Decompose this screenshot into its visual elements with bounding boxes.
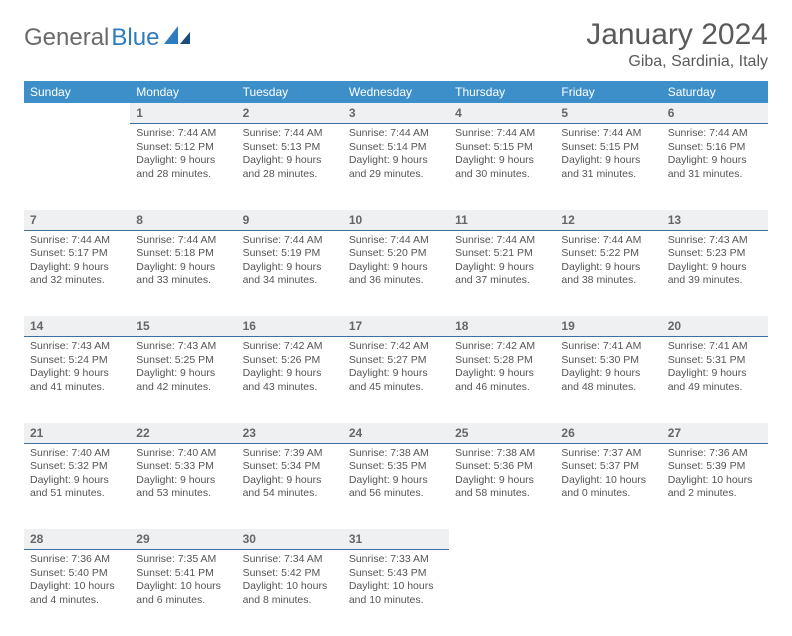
day-number-cell: 26 <box>555 423 661 444</box>
day-detail-cell: Sunrise: 7:39 AMSunset: 5:34 PMDaylight:… <box>237 443 343 529</box>
day-detail-cell: Sunrise: 7:44 AMSunset: 5:18 PMDaylight:… <box>130 230 236 316</box>
day-detail-row: Sunrise: 7:36 AMSunset: 5:40 PMDaylight:… <box>24 550 768 636</box>
day-number-cell: 14 <box>24 316 130 337</box>
day-detail-cell: Sunrise: 7:36 AMSunset: 5:39 PMDaylight:… <box>662 443 768 529</box>
weekday-header: Sunday <box>24 81 130 103</box>
calendar-page: GeneralBlue January 2024 Giba, Sardinia,… <box>0 0 792 636</box>
day-detail-cell: Sunrise: 7:44 AMSunset: 5:22 PMDaylight:… <box>555 230 661 316</box>
brand-part2: Blue <box>111 24 159 52</box>
day-number-cell: 28 <box>24 529 130 550</box>
brand-part1: General <box>24 24 109 52</box>
day-number-cell: 4 <box>449 103 555 124</box>
day-number-cell: 8 <box>130 210 236 231</box>
day-number-cell: 30 <box>237 529 343 550</box>
day-detail-row: Sunrise: 7:44 AMSunset: 5:12 PMDaylight:… <box>24 124 768 210</box>
weekday-header: Friday <box>555 81 661 103</box>
day-number-cell: 3 <box>343 103 449 124</box>
title-block: January 2024 Giba, Sardinia, Italy <box>586 18 768 71</box>
day-number-cell: 20 <box>662 316 768 337</box>
day-number-cell: 23 <box>237 423 343 444</box>
day-number-cell: 12 <box>555 210 661 231</box>
day-detail-cell: Sunrise: 7:44 AMSunset: 5:21 PMDaylight:… <box>449 230 555 316</box>
day-number-cell: 19 <box>555 316 661 337</box>
day-detail-cell: Sunrise: 7:42 AMSunset: 5:28 PMDaylight:… <box>449 337 555 423</box>
day-number-row: 14151617181920 <box>24 316 768 337</box>
day-detail-cell: Sunrise: 7:44 AMSunset: 5:19 PMDaylight:… <box>237 230 343 316</box>
day-detail-cell: Sunrise: 7:44 AMSunset: 5:16 PMDaylight:… <box>662 124 768 210</box>
brand-logo: GeneralBlue <box>24 24 190 52</box>
day-number-cell: 13 <box>662 210 768 231</box>
day-detail-cell <box>555 550 661 636</box>
day-number-cell: 5 <box>555 103 661 124</box>
day-detail-cell: Sunrise: 7:44 AMSunset: 5:13 PMDaylight:… <box>237 124 343 210</box>
day-detail-cell: Sunrise: 7:41 AMSunset: 5:31 PMDaylight:… <box>662 337 768 423</box>
day-number-cell: 15 <box>130 316 236 337</box>
weekday-header: Wednesday <box>343 81 449 103</box>
day-number-cell: 11 <box>449 210 555 231</box>
day-number-cell: 24 <box>343 423 449 444</box>
weekday-header: Thursday <box>449 81 555 103</box>
day-number-cell: 17 <box>343 316 449 337</box>
day-detail-cell <box>662 550 768 636</box>
day-detail-cell: Sunrise: 7:44 AMSunset: 5:17 PMDaylight:… <box>24 230 130 316</box>
day-number-cell: 18 <box>449 316 555 337</box>
day-detail-cell <box>24 124 130 210</box>
day-number-row: 78910111213 <box>24 210 768 231</box>
day-detail-cell: Sunrise: 7:37 AMSunset: 5:37 PMDaylight:… <box>555 443 661 529</box>
day-number-cell <box>449 529 555 550</box>
day-detail-cell: Sunrise: 7:43 AMSunset: 5:25 PMDaylight:… <box>130 337 236 423</box>
day-number-cell: 1 <box>130 103 236 124</box>
day-detail-cell: Sunrise: 7:40 AMSunset: 5:33 PMDaylight:… <box>130 443 236 529</box>
day-number-cell: 29 <box>130 529 236 550</box>
day-detail-cell <box>449 550 555 636</box>
day-number-cell: 31 <box>343 529 449 550</box>
day-number-cell: 21 <box>24 423 130 444</box>
day-number-cell: 10 <box>343 210 449 231</box>
calendar-table: SundayMondayTuesdayWednesdayThursdayFrid… <box>24 81 768 636</box>
day-number-row: 28293031 <box>24 529 768 550</box>
calendar-header-row: SundayMondayTuesdayWednesdayThursdayFrid… <box>24 81 768 103</box>
day-number-cell: 2 <box>237 103 343 124</box>
day-number-cell: 25 <box>449 423 555 444</box>
day-detail-cell: Sunrise: 7:38 AMSunset: 5:35 PMDaylight:… <box>343 443 449 529</box>
day-number-cell: 7 <box>24 210 130 231</box>
day-detail-cell: Sunrise: 7:41 AMSunset: 5:30 PMDaylight:… <box>555 337 661 423</box>
location-label: Giba, Sardinia, Italy <box>586 53 768 71</box>
day-detail-cell: Sunrise: 7:40 AMSunset: 5:32 PMDaylight:… <box>24 443 130 529</box>
day-detail-cell: Sunrise: 7:44 AMSunset: 5:20 PMDaylight:… <box>343 230 449 316</box>
day-detail-cell: Sunrise: 7:43 AMSunset: 5:24 PMDaylight:… <box>24 337 130 423</box>
day-detail-cell: Sunrise: 7:38 AMSunset: 5:36 PMDaylight:… <box>449 443 555 529</box>
day-number-cell <box>24 103 130 124</box>
month-title: January 2024 <box>586 18 768 51</box>
day-detail-cell: Sunrise: 7:44 AMSunset: 5:12 PMDaylight:… <box>130 124 236 210</box>
day-number-cell: 9 <box>237 210 343 231</box>
day-detail-cell: Sunrise: 7:42 AMSunset: 5:26 PMDaylight:… <box>237 337 343 423</box>
day-detail-cell: Sunrise: 7:44 AMSunset: 5:14 PMDaylight:… <box>343 124 449 210</box>
weekday-header: Saturday <box>662 81 768 103</box>
day-number-cell: 22 <box>130 423 236 444</box>
day-detail-row: Sunrise: 7:44 AMSunset: 5:17 PMDaylight:… <box>24 230 768 316</box>
day-number-cell: 6 <box>662 103 768 124</box>
day-number-row: 21222324252627 <box>24 423 768 444</box>
day-number-cell: 16 <box>237 316 343 337</box>
day-detail-cell: Sunrise: 7:36 AMSunset: 5:40 PMDaylight:… <box>24 550 130 636</box>
day-detail-row: Sunrise: 7:40 AMSunset: 5:32 PMDaylight:… <box>24 443 768 529</box>
sail-icon <box>164 26 190 51</box>
day-detail-row: Sunrise: 7:43 AMSunset: 5:24 PMDaylight:… <box>24 337 768 423</box>
day-detail-cell: Sunrise: 7:33 AMSunset: 5:43 PMDaylight:… <box>343 550 449 636</box>
day-number-cell <box>662 529 768 550</box>
day-number-row: 123456 <box>24 103 768 124</box>
weekday-header: Monday <box>130 81 236 103</box>
weekday-header: Tuesday <box>237 81 343 103</box>
day-detail-cell: Sunrise: 7:42 AMSunset: 5:27 PMDaylight:… <box>343 337 449 423</box>
day-detail-cell: Sunrise: 7:44 AMSunset: 5:15 PMDaylight:… <box>449 124 555 210</box>
header: GeneralBlue January 2024 Giba, Sardinia,… <box>24 18 768 71</box>
day-number-cell: 27 <box>662 423 768 444</box>
day-detail-cell: Sunrise: 7:35 AMSunset: 5:41 PMDaylight:… <box>130 550 236 636</box>
day-detail-cell: Sunrise: 7:43 AMSunset: 5:23 PMDaylight:… <box>662 230 768 316</box>
day-detail-cell: Sunrise: 7:34 AMSunset: 5:42 PMDaylight:… <box>237 550 343 636</box>
day-detail-cell: Sunrise: 7:44 AMSunset: 5:15 PMDaylight:… <box>555 124 661 210</box>
day-number-cell <box>555 529 661 550</box>
